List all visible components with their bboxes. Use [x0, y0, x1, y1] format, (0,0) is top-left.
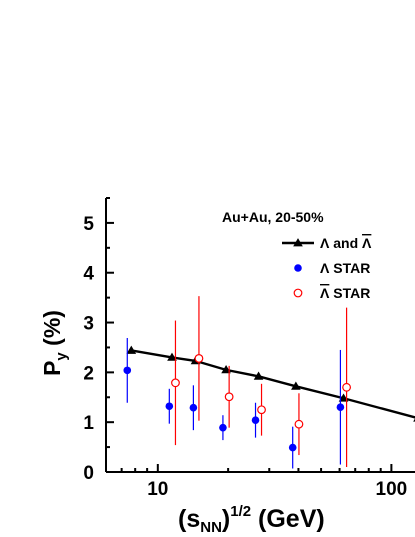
legend-label: Λ STAR [320, 285, 370, 301]
legend-entry-2: Λ STAR [293, 285, 370, 301]
data-series [123, 296, 415, 469]
filled-circle-marker [288, 443, 297, 452]
filled-circle-marker [123, 366, 132, 375]
triangle-marker [293, 238, 303, 247]
filled-circle-marker [251, 416, 260, 424]
triangle-marker [338, 393, 349, 402]
open-circle-marker [224, 392, 234, 402]
tick-labels: 0 1 2 3 4 5 10 100 [83, 214, 407, 500]
x-axis-title: (sNN)1/2 (GeV) [178, 503, 325, 536]
axis-ticks [105, 197, 393, 473]
legend-label: Λ and Λ [320, 235, 372, 251]
y-tick-label: 2 [83, 363, 94, 384]
filled-circle-marker [336, 403, 345, 412]
filled-circle-marker [219, 423, 227, 432]
overlined-symbol: Λ [320, 285, 330, 301]
y-tick-label: 0 [83, 463, 94, 484]
filled-circle-marker [294, 264, 302, 272]
y-axis-title: Py (%) [39, 310, 70, 376]
y-tick-label: 4 [83, 264, 94, 285]
overlined-symbol: Λ [362, 235, 372, 251]
open-circle-marker [257, 405, 266, 415]
y-tick-label: 3 [83, 314, 94, 335]
filled-circle-marker [165, 402, 174, 411]
triangle-marker [167, 352, 177, 361]
open-circle-marker [293, 288, 303, 298]
triangle-marker [253, 371, 264, 380]
series-2 [171, 296, 351, 468]
triangle-marker [221, 365, 231, 374]
annotation-text: Au+Au, 20-50% [222, 209, 324, 225]
legend-entry-1: Λ STAR [294, 260, 370, 276]
x-tick-label: 100 [376, 479, 408, 500]
x-axis-label: (sNN)1/2 (GeV) [178, 503, 325, 536]
legend-entry-0: Λ and Λ [282, 235, 372, 251]
open-circle-marker [194, 354, 204, 363]
x-tick-label: 10 [147, 479, 168, 500]
y-tick-label: 1 [83, 413, 94, 434]
triangle-marker [126, 345, 137, 354]
legend: Λ and Λ Λ STAR Λ STAR [282, 235, 372, 301]
triangle-marker [291, 381, 301, 390]
y-tick-label: 5 [83, 214, 94, 235]
legend-label: Λ STAR [320, 260, 370, 276]
y-axis-label: Py (%) [39, 310, 70, 376]
series-1 [123, 337, 345, 469]
open-circle-marker [294, 419, 304, 429]
filled-circle-marker [189, 403, 198, 412]
open-circle-marker [171, 378, 180, 388]
open-circle-marker [342, 382, 351, 392]
